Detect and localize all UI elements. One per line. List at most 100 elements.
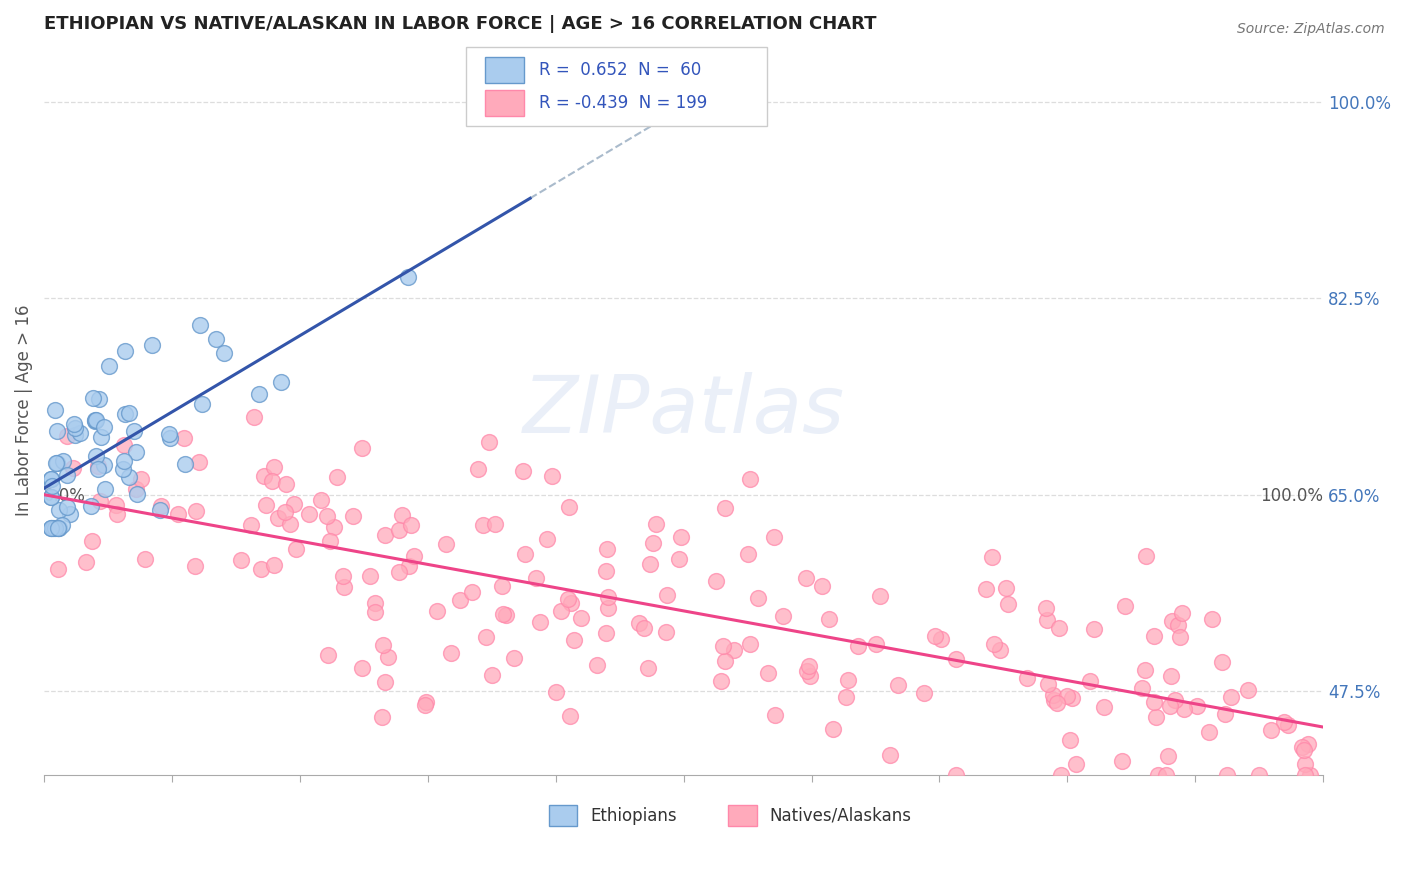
- Point: [541, 468, 564, 483]
- Point: [359, 569, 381, 583]
- Point: [188, 455, 211, 469]
- Point: [763, 708, 786, 723]
- Point: [1015, 671, 1038, 685]
- Point: [374, 528, 396, 542]
- Point: [319, 533, 342, 548]
- Point: [596, 542, 619, 557]
- Point: [627, 615, 650, 630]
- Point: [1211, 655, 1233, 669]
- Point: [484, 516, 506, 531]
- Point: [557, 500, 579, 515]
- Point: [492, 607, 515, 621]
- Point: [1056, 689, 1078, 703]
- Point: [131, 472, 153, 486]
- Point: [797, 659, 820, 673]
- Point: [1035, 601, 1057, 615]
- Point: [1220, 690, 1243, 704]
- Point: [205, 332, 228, 346]
- Point: [472, 517, 495, 532]
- Point: [134, 551, 156, 566]
- Point: [1299, 768, 1322, 782]
- Point: [391, 508, 413, 522]
- Point: [1201, 612, 1223, 626]
- Point: [415, 695, 437, 709]
- Point: [1144, 709, 1167, 723]
- Point: [184, 504, 207, 518]
- Point: [98, 359, 121, 373]
- Point: [104, 499, 127, 513]
- Point: [737, 547, 759, 561]
- Point: [1237, 683, 1260, 698]
- Point: [837, 673, 859, 687]
- Point: [125, 483, 148, 497]
- Point: [80, 499, 103, 513]
- Point: [1142, 695, 1164, 709]
- Point: [399, 518, 422, 533]
- Point: [931, 632, 953, 646]
- Point: [467, 461, 489, 475]
- Point: [118, 470, 141, 484]
- Point: [536, 532, 558, 546]
- Point: [945, 652, 967, 666]
- Point: [332, 569, 354, 583]
- Point: [247, 387, 270, 401]
- Point: [364, 605, 387, 619]
- Point: [794, 571, 817, 585]
- Point: [641, 536, 664, 550]
- Point: [159, 431, 181, 445]
- Point: [149, 500, 172, 514]
- Point: [51, 517, 73, 532]
- Point: [1167, 618, 1189, 632]
- Point: [595, 625, 617, 640]
- Point: [39, 490, 62, 504]
- Point: [723, 643, 745, 657]
- Y-axis label: In Labor Force | Age > 16: In Labor Force | Age > 16: [15, 305, 32, 516]
- Point: [669, 530, 692, 544]
- Point: [326, 469, 349, 483]
- Point: [250, 562, 273, 576]
- Point: [461, 584, 484, 599]
- Text: ETHIOPIAN VS NATIVE/ALASKAN IN LABOR FORCE | AGE > 16 CORRELATION CHART: ETHIOPIAN VS NATIVE/ALASKAN IN LABOR FOR…: [44, 15, 876, 33]
- Point: [596, 601, 619, 615]
- Point: [267, 510, 290, 524]
- Point: [1156, 748, 1178, 763]
- Text: 0.0%: 0.0%: [44, 487, 86, 505]
- Point: [84, 449, 107, 463]
- Point: [93, 458, 115, 473]
- Point: [595, 564, 617, 578]
- Point: [212, 346, 235, 360]
- Point: [278, 517, 301, 532]
- Point: [1173, 702, 1195, 716]
- Point: [706, 574, 728, 589]
- Point: [350, 441, 373, 455]
- Point: [503, 651, 526, 665]
- Point: [436, 536, 458, 550]
- Point: [398, 559, 420, 574]
- Point: [1135, 549, 1157, 563]
- Point: [388, 523, 411, 537]
- Point: [184, 558, 207, 573]
- Point: [46, 562, 69, 576]
- Point: [69, 425, 91, 440]
- Point: [763, 530, 786, 544]
- Point: [274, 476, 297, 491]
- Point: [449, 592, 471, 607]
- Point: [94, 482, 117, 496]
- Point: [1042, 688, 1064, 702]
- Text: 100.0%: 100.0%: [1260, 487, 1323, 505]
- Point: [284, 541, 307, 556]
- Point: [141, 338, 163, 352]
- Point: [481, 668, 503, 682]
- Point: [1294, 768, 1316, 782]
- Point: [39, 472, 62, 486]
- Point: [638, 557, 661, 571]
- Point: [1111, 754, 1133, 768]
- Point: [823, 722, 845, 736]
- Point: [253, 468, 276, 483]
- Point: [1050, 768, 1073, 782]
- Point: [388, 566, 411, 580]
- Point: [1083, 622, 1105, 636]
- Text: Ethiopians: Ethiopians: [591, 806, 676, 824]
- Point: [1294, 756, 1316, 771]
- Point: [562, 632, 585, 647]
